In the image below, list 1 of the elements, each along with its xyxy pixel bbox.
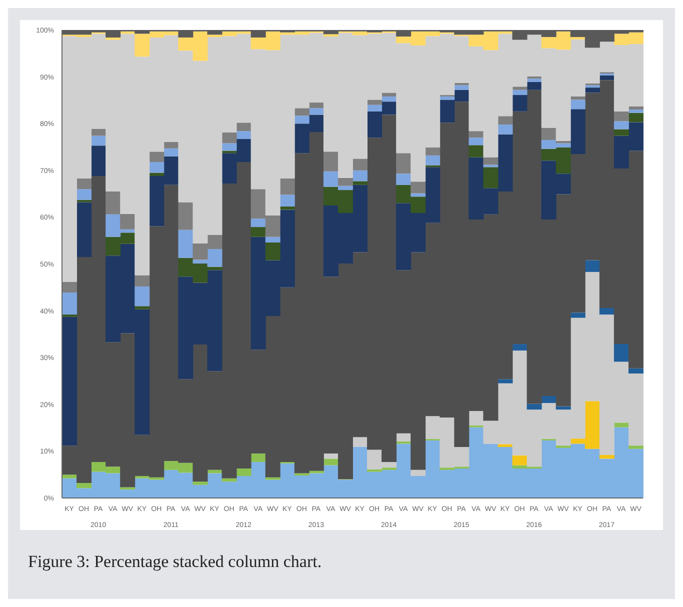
text: Figure 3: Percentage stacked column chart.	[27, 551, 323, 572]
